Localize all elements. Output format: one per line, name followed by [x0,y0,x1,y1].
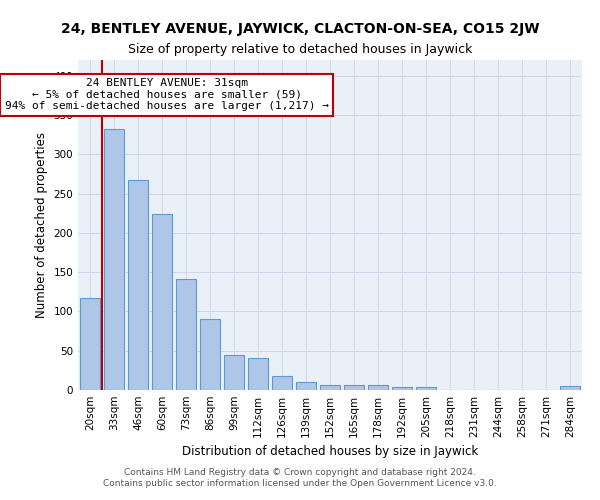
Bar [344,386,364,390]
Bar [248,358,268,390]
Bar [176,279,196,390]
Bar [104,129,124,390]
Bar [128,180,148,390]
Text: Contains HM Land Registry data © Crown copyright and database right 2024.
Contai: Contains HM Land Registry data © Crown c… [103,468,497,487]
Bar [272,376,292,390]
Text: 24, BENTLEY AVENUE, JAYWICK, CLACTON-ON-SEA, CO15 2JW: 24, BENTLEY AVENUE, JAYWICK, CLACTON-ON-… [61,22,539,36]
Bar [392,387,412,390]
Bar [368,384,388,390]
Bar [320,384,340,390]
Bar [152,214,172,390]
X-axis label: Distribution of detached houses by size in Jaywick: Distribution of detached houses by size … [182,446,478,458]
Bar [80,298,100,390]
Bar [296,382,316,390]
Bar [560,386,580,390]
Bar [200,320,220,390]
Text: 24 BENTLEY AVENUE: 31sqm
← 5% of detached houses are smaller (59)
94% of semi-de: 24 BENTLEY AVENUE: 31sqm ← 5% of detache… [5,78,329,112]
Text: Size of property relative to detached houses in Jaywick: Size of property relative to detached ho… [128,42,472,56]
Bar [224,354,244,390]
Bar [416,387,436,390]
Y-axis label: Number of detached properties: Number of detached properties [35,132,48,318]
